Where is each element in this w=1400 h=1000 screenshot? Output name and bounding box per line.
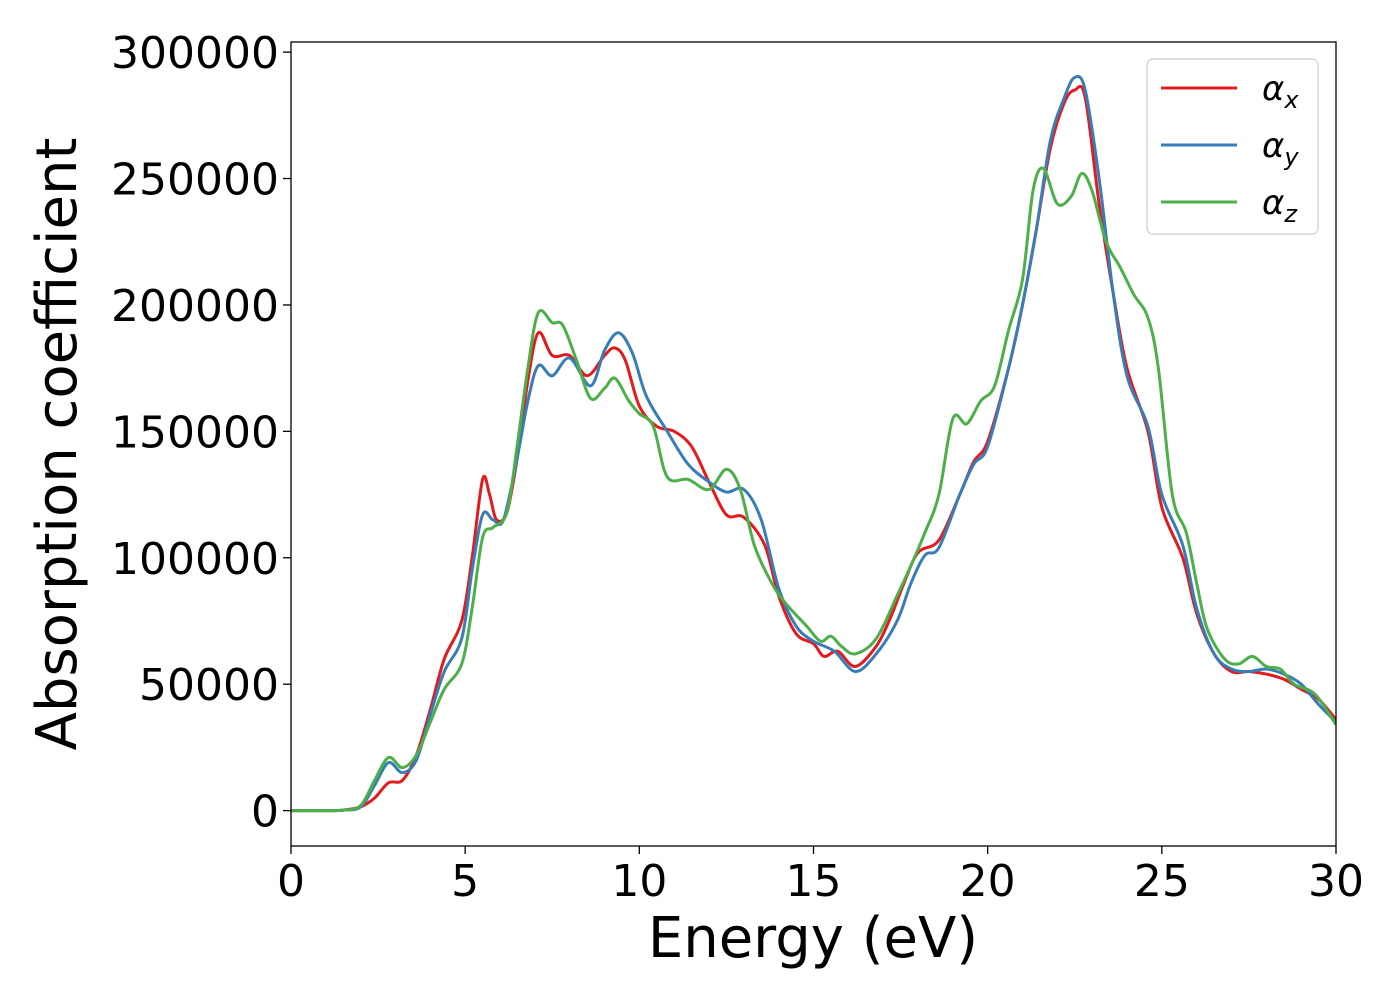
y-tick-label: 150000 [111, 407, 279, 458]
y-tick-label: 0 [251, 787, 279, 838]
series-line-z [291, 166, 1336, 813]
x-tick-label: 30 [1308, 856, 1364, 907]
x-tick-label: 10 [611, 856, 667, 907]
x-tick-label: 5 [451, 856, 479, 907]
y-tick-label: 250000 [111, 155, 279, 206]
y-tick-label: 50000 [139, 660, 279, 711]
x-axis-label: Energy (eV) [648, 906, 978, 971]
legend: αx αy αz [1146, 58, 1319, 235]
x-axis: 0 5 10 15 20 25 30 [277, 846, 1364, 907]
x-tick-label: 25 [1134, 856, 1190, 907]
series-layer [291, 74, 1336, 813]
y-tick-label: 100000 [111, 534, 279, 585]
x-tick-label: 0 [277, 856, 305, 907]
y-axis-label: Absorption coefficient [25, 138, 90, 751]
legend-label-z: αz [1262, 183, 1298, 228]
x-tick-label: 15 [786, 856, 842, 907]
series-line-y [291, 74, 1336, 813]
x-tick-label: 20 [960, 856, 1016, 907]
y-tick-label: 300000 [111, 28, 279, 79]
legend-label-y: αy [1262, 126, 1299, 171]
legend-label-x: αx [1262, 69, 1299, 114]
y-axis: 0 50000 100000 150000 200000 250000 300000 [111, 28, 291, 838]
y-tick-label: 200000 [111, 281, 279, 332]
